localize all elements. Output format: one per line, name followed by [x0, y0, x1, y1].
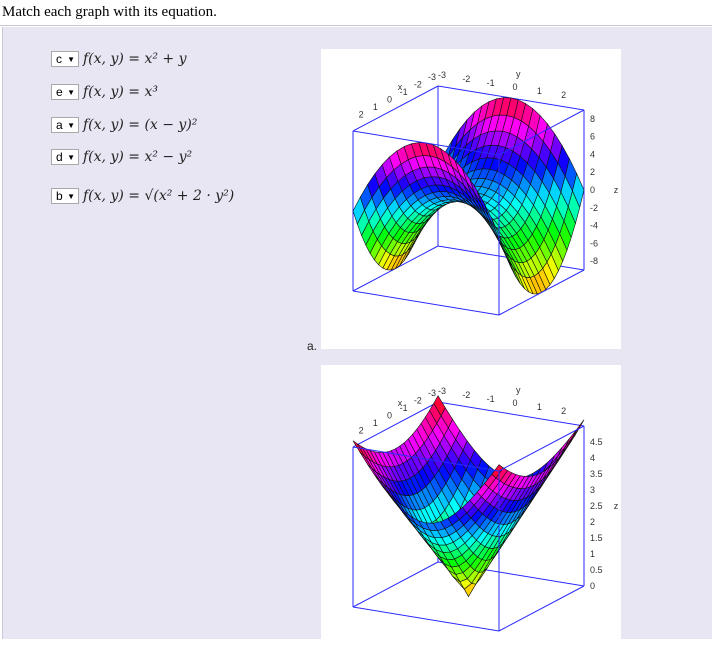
box-edge [352, 561, 439, 608]
z-tick-label: -6 [590, 238, 598, 248]
y-tick-label: -2 [462, 74, 470, 84]
x-tick-label: 0 [387, 95, 392, 105]
answer-select[interactable]: d ▼ [51, 149, 79, 165]
equation: f(x, y) = x² − y² [83, 149, 193, 165]
y-tick-label: 0 [512, 82, 517, 92]
equation: f(x, y) = x³ [83, 84, 158, 100]
box-edge [498, 425, 585, 472]
x-tick-label: 1 [373, 418, 378, 428]
instructions: Match each graph with its equation. [2, 4, 217, 20]
z-tick-label: 3.5 [590, 469, 603, 479]
x-tick-label: -2 [414, 80, 422, 90]
dropdown-arrow-icon: ▼ [67, 152, 75, 162]
y-tick-label: 0 [512, 398, 517, 408]
box-edge [352, 85, 439, 132]
z-tick-label: -2 [590, 203, 598, 213]
z-tick-label: 6 [590, 132, 595, 142]
x-tick-label: 2 [359, 426, 364, 436]
box-edge [437, 401, 585, 427]
box-edge [352, 401, 439, 448]
x-tick-label: -2 [414, 396, 422, 406]
x-tick-label: -1 [400, 403, 408, 413]
z-tick-label: 4.5 [590, 437, 603, 447]
box-edge [352, 290, 500, 316]
y-tick-label: 2 [561, 90, 566, 100]
equation-row: d ▼ f(x, y) = x² − y² [51, 149, 192, 165]
dropdown-arrow-icon: ▼ [67, 120, 75, 130]
z-tick-label: 8 [590, 114, 595, 124]
dropdown-arrow-icon: ▼ [67, 191, 75, 201]
y-tick-label: 1 [537, 86, 542, 96]
dropdown-arrow-icon: ▼ [67, 87, 75, 97]
z-axis-label: z [614, 185, 619, 195]
box-edge [498, 109, 585, 156]
equation-row: b ▼ f(x, y) = √(x² + 2 · y²) [51, 188, 234, 204]
answer-select[interactable]: b ▼ [51, 188, 79, 204]
y-tick-label: -2 [462, 390, 470, 400]
x-axis-label: x [398, 82, 403, 92]
x-tick-label: -3 [428, 388, 436, 398]
selected-value: d [56, 150, 63, 164]
z-tick-label: 0 [590, 581, 595, 591]
x-tick-label: -3 [428, 72, 436, 82]
z-tick-label: 3 [590, 485, 595, 495]
box-edge [498, 269, 585, 316]
dropdown-arrow-icon: ▼ [67, 54, 75, 64]
selected-value: b [56, 189, 63, 203]
z-tick-label: -4 [590, 221, 598, 231]
answer-select[interactable]: c ▼ [51, 51, 79, 67]
answer-select[interactable]: e ▼ [51, 84, 79, 100]
selected-value: c [56, 52, 62, 66]
box-edge [352, 446, 500, 472]
equation: f(x, y) = √(x² + 2 · y²) [83, 188, 235, 204]
selected-value: a [56, 118, 63, 132]
z-tick-label: 1.5 [590, 533, 603, 543]
equation-row: a ▼ f(x, y) = (x − y)² [51, 117, 197, 133]
graph-b-panel: 2 1 0 -1 -2 -3 -3 -2 -1 0 1 2 4.5 4 3.5 3 2.5 2 1.5 1 0.5 0 x y… [321, 365, 621, 665]
x-tick-label: 1 [373, 102, 378, 112]
y-tick-label: -3 [438, 70, 446, 80]
z-tick-label: 2 [590, 517, 595, 527]
y-axis-label: y [516, 385, 521, 395]
z-tick-label: -8 [590, 256, 598, 266]
z-tick-label: 4 [590, 453, 595, 463]
box-edge [352, 130, 500, 156]
graph-label: a. [307, 339, 318, 353]
y-tick-label: 2 [561, 406, 566, 416]
z-tick-label: 2 [590, 167, 595, 177]
surface-plot: 210-1-2-3 -3 -2 -1 0 1 24.543.532.521.510.50xy… [352, 385, 619, 632]
x-tick-label: 0 [387, 411, 392, 421]
x-axis-label: x [398, 398, 403, 408]
z-tick-label: 4 [590, 149, 595, 159]
z-axis-label: z [614, 501, 619, 511]
box-edge [352, 606, 500, 632]
z-tick-label: 2.5 [590, 501, 603, 511]
selected-value: e [56, 85, 63, 99]
equation: f(x, y) = x² + y [83, 51, 187, 67]
graph-a-panel: 2 1 0 -1 -2 -3 -3 -2 -1 0 1 2 8 6 4 2 0 -2 -4 -6 -8 x y z [321, 49, 621, 349]
y-axis-label: y [516, 69, 521, 79]
z-tick-label: 0 [590, 185, 595, 195]
y-tick-label: 1 [537, 402, 542, 412]
surface-patch [491, 464, 504, 479]
equation: f(x, y) = (x − y)² [83, 117, 198, 133]
x-tick-label: -1 [400, 87, 408, 97]
box-edge [498, 585, 585, 632]
answer-select[interactable]: a ▼ [51, 117, 79, 133]
y-tick-label: -1 [487, 78, 495, 88]
z-tick-label: 1 [590, 549, 595, 559]
z-tick-label: 0.5 [590, 565, 603, 575]
y-tick-label: -3 [438, 386, 446, 396]
equation-row: c ▼ f(x, y) = x² + y [51, 51, 187, 67]
y-tick-label: -1 [487, 394, 495, 404]
equation-row: e ▼ f(x, y) = x³ [51, 84, 158, 100]
header: Match each graph with its equation. [0, 0, 712, 26]
x-tick-label: 2 [359, 110, 364, 120]
